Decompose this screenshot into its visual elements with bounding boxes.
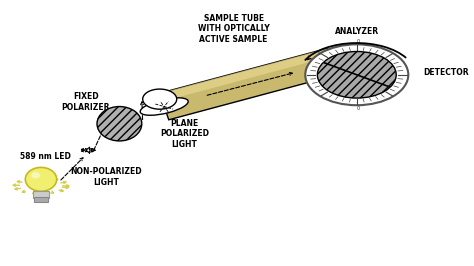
Polygon shape — [160, 48, 331, 101]
Text: 589 nm LED: 589 nm LED — [20, 152, 71, 161]
Text: PLANE
POLARIZED
LIGHT: PLANE POLARIZED LIGHT — [160, 119, 209, 149]
Ellipse shape — [97, 107, 142, 141]
Ellipse shape — [31, 172, 40, 179]
Polygon shape — [160, 48, 337, 120]
Circle shape — [318, 52, 396, 98]
FancyBboxPatch shape — [33, 191, 49, 198]
Text: ANALYZER: ANALYZER — [335, 27, 379, 36]
Circle shape — [305, 44, 408, 105]
Text: NON-POLARIZED
LIGHT: NON-POLARIZED LIGHT — [70, 167, 142, 187]
Circle shape — [143, 89, 177, 109]
Text: DETECTOR: DETECTOR — [423, 68, 469, 77]
Ellipse shape — [308, 53, 356, 70]
Text: 0: 0 — [356, 106, 359, 111]
Ellipse shape — [25, 167, 57, 191]
Text: FIXED
POLARIZER: FIXED POLARIZER — [62, 92, 110, 112]
Ellipse shape — [140, 98, 188, 115]
Text: SAMPLE TUBE
WITH OPTICALLY
ACTIVE SAMPLE: SAMPLE TUBE WITH OPTICALLY ACTIVE SAMPLE — [198, 14, 270, 44]
FancyBboxPatch shape — [34, 197, 48, 202]
Text: 5: 5 — [318, 52, 320, 56]
Text: 0: 0 — [356, 39, 359, 44]
